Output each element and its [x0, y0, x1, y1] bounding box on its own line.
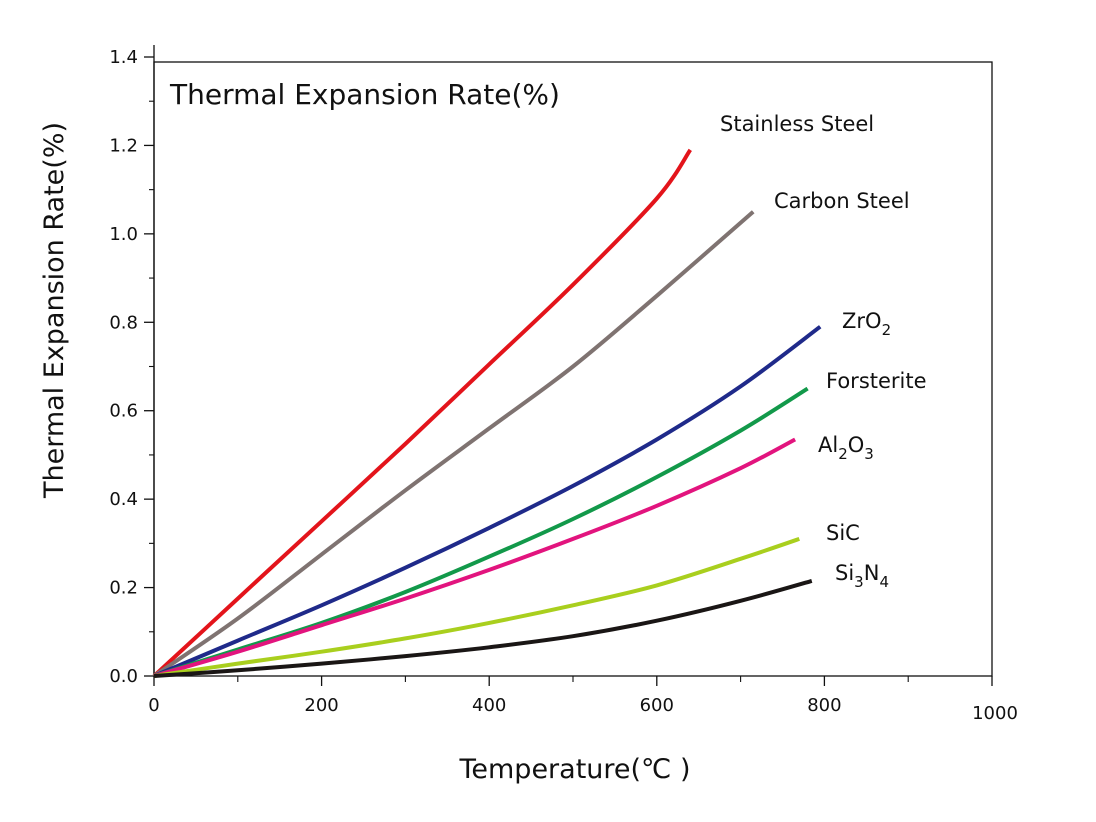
x-tick-label: 400	[472, 695, 506, 716]
y-tick-label: 1.2	[109, 135, 138, 156]
y-tick-label: 1.0	[109, 224, 138, 245]
y-tick-label: 1.4	[109, 47, 138, 68]
series-label-part: 3	[854, 573, 864, 591]
series-line-stainless-steel	[152, 148, 692, 678]
series-line-forsterite	[153, 386, 809, 678]
axis-ticks: 0.0 0.2 0.4 0.6 0.8 1.0 1.2 1.4 0 200 400 600 800 100…	[109, 45, 1018, 724]
y-tick-label: 0.8	[109, 312, 138, 333]
series-label-part: Stainless Steel	[720, 112, 874, 136]
x-tick-label: 1000	[972, 703, 1018, 724]
y-tick-label: 0.6	[109, 401, 138, 422]
series-label-part: 2	[838, 445, 848, 463]
series-label-part: O	[848, 433, 865, 457]
series-label-part: ZrO	[842, 309, 882, 333]
series-label-part: SiC	[826, 521, 860, 545]
series-label-stainless-steel: Stainless Steel	[720, 112, 874, 136]
series-line-si3n4	[153, 578, 813, 678]
series-label-forsterite: Forsterite	[826, 369, 927, 393]
series-line-sic	[153, 537, 800, 678]
series-label-part: Forsterite	[826, 369, 927, 393]
series-line-al2o3	[153, 437, 797, 678]
series-label-part: N	[864, 561, 880, 585]
series-label-carbon-steel: Carbon Steel	[774, 189, 910, 213]
series-line-carbon-steel	[152, 210, 755, 678]
series-label-part: Al	[818, 433, 838, 457]
series-label-sic: SiC	[826, 521, 860, 545]
series-label-part: Si	[835, 561, 854, 585]
x-tick-label: 800	[807, 695, 841, 716]
x-tick-label: 200	[304, 695, 338, 716]
y-tick-label: 0.4	[109, 489, 138, 510]
plot-title: Thermal Expansion Rate(%)	[169, 78, 560, 111]
series-label-part: 2	[882, 321, 892, 339]
x-axis-title: Temperature(℃ )	[458, 754, 690, 785]
y-axis-title: Thermal Expansion Rate(%)	[39, 122, 70, 499]
series-label-part: 4	[879, 573, 889, 591]
y-tick-label: 0.2	[109, 578, 138, 599]
series-label-zro2: ZrO2	[842, 309, 891, 339]
series-label-si3n4: Si3N4	[835, 561, 889, 591]
x-tick-label: 0	[148, 695, 159, 716]
x-tick-label: 600	[640, 695, 674, 716]
series-label-part: 3	[864, 445, 874, 463]
series-label-part: Carbon Steel	[774, 189, 910, 213]
series-label-al2o3: Al2O3	[818, 433, 874, 463]
y-tick-label: 0.0	[109, 666, 138, 687]
series-line-zro2	[153, 325, 822, 678]
series-lines	[152, 148, 822, 678]
